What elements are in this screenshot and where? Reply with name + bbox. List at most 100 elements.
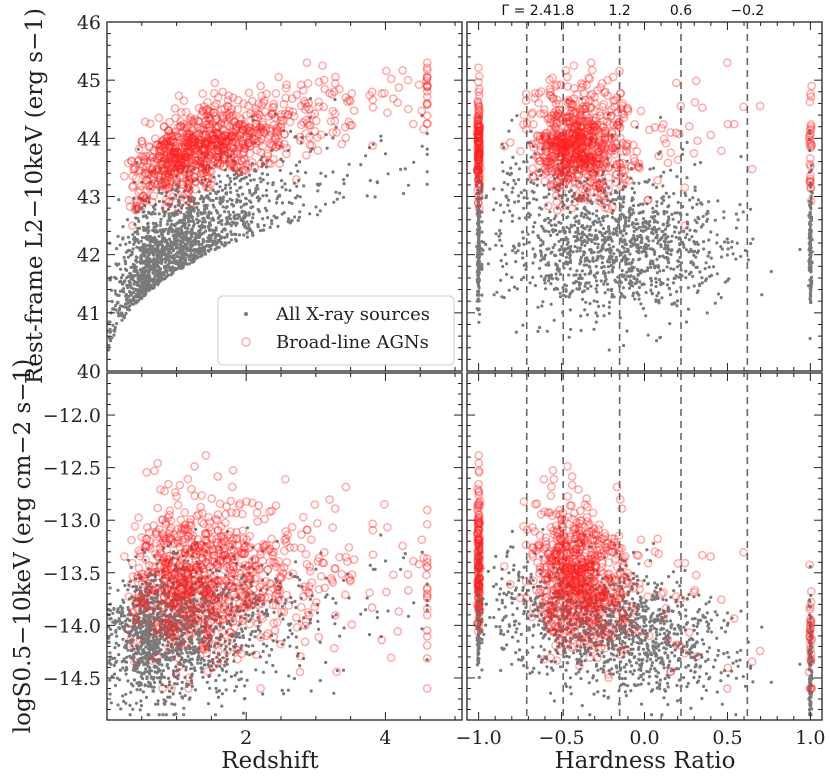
all-xray-source-point (121, 237, 125, 241)
all-xray-source-point (540, 304, 544, 308)
all-xray-source-point (647, 222, 651, 226)
all-xray-source-point (260, 161, 265, 166)
broad-line-agn-point (211, 148, 221, 158)
broad-line-agn-point (542, 132, 552, 142)
all-xray-source-point (618, 316, 622, 320)
broad-line-agn-point (211, 128, 221, 138)
all-xray-source-point (308, 115, 312, 119)
broad-line-agn-point (208, 149, 217, 158)
all-xray-source-point (211, 188, 215, 192)
all-xray-source-point (174, 252, 178, 256)
all-xray-source-point (633, 297, 637, 301)
broad-line-agn-point (191, 155, 200, 165)
all-xray-source-point (809, 168, 814, 172)
all-xray-source-point (676, 259, 681, 264)
broad-line-agn-point (168, 159, 178, 169)
all-xray-source-point (179, 245, 183, 249)
broad-line-agn-point (173, 149, 183, 159)
all-xray-source-point (666, 248, 670, 252)
all-xray-source-point (264, 165, 269, 169)
all-xray-source-point (610, 135, 615, 139)
broad-line-agn-point (138, 162, 148, 172)
all-xray-source-point (223, 227, 227, 231)
broad-line-agn-point (211, 115, 221, 124)
broad-line-agn-point (257, 134, 266, 144)
all-xray-source-point (500, 160, 504, 164)
all-xray-source-point (670, 212, 674, 216)
all-xray-source-point (513, 200, 517, 204)
broad-line-agn-point (544, 157, 554, 167)
all-xray-source-point (560, 200, 565, 204)
all-xray-source-point (605, 198, 610, 203)
broad-line-agn-point (653, 176, 663, 185)
broad-line-agn-point (475, 126, 485, 136)
broad-line-agn-point (558, 180, 568, 190)
broad-line-agn-point (226, 108, 235, 117)
all-xray-source-point (558, 259, 562, 263)
all-xray-source-point (136, 226, 140, 230)
broad-line-agn-point (247, 96, 257, 106)
broad-line-agn-point (168, 135, 177, 145)
all-xray-source-point (697, 217, 701, 221)
broad-line-agn-point (229, 149, 239, 159)
all-xray-source-point (132, 263, 137, 267)
all-xray-source-point (684, 269, 688, 273)
broad-line-agn-point (557, 141, 567, 150)
broad-line-agn-point (521, 125, 531, 134)
all-xray-source-point (705, 219, 709, 223)
all-xray-source-point (141, 198, 145, 203)
all-xray-source-point (685, 232, 689, 236)
all-xray-source-point (602, 304, 606, 308)
all-xray-source-point (144, 276, 148, 280)
all-xray-source-point (133, 205, 137, 209)
all-xray-source-point (184, 261, 188, 265)
all-xray-source-point (212, 175, 216, 179)
all-xray-source-point (607, 229, 611, 233)
all-xray-source-point (182, 196, 186, 200)
all-xray-source-point (541, 300, 545, 304)
broad-line-agn-point (575, 105, 585, 114)
all-xray-source-point (220, 235, 224, 239)
all-xray-source-point (116, 301, 120, 305)
broad-line-agn-point (183, 180, 193, 190)
all-xray-source-point (264, 188, 269, 192)
all-xray-source-point (719, 245, 723, 249)
broad-line-agn-point (216, 142, 226, 152)
broad-line-agn-point (312, 133, 322, 142)
all-xray-source-point (195, 178, 199, 182)
broad-line-agn-point (218, 114, 228, 124)
broad-line-agn-point (589, 122, 599, 131)
broad-line-agn-point (614, 121, 624, 131)
broad-line-agn-point (196, 156, 206, 166)
broad-line-agn-point (581, 154, 590, 163)
all-xray-source-point (517, 178, 521, 182)
all-xray-source-point (682, 245, 686, 249)
all-xray-source-point (625, 159, 629, 163)
all-xray-source-point (685, 140, 689, 144)
all-xray-source-point (302, 184, 306, 188)
all-xray-source-point (265, 159, 269, 163)
all-xray-source-point (631, 221, 635, 225)
all-xray-source-point (651, 239, 655, 243)
broad-line-agn-point (174, 91, 184, 101)
broad-line-agn-point (474, 102, 484, 111)
all-xray-source-point (540, 207, 544, 211)
broad-line-agn-point (270, 132, 280, 142)
all-xray-source-point (580, 224, 585, 228)
broad-line-agn-point (298, 117, 308, 127)
all-xray-source-point (286, 148, 290, 152)
broad-line-agn-point (171, 180, 181, 190)
broad-line-agn-point (153, 171, 163, 181)
broad-line-agn-point (153, 171, 163, 181)
broad-line-agn-point (587, 156, 596, 166)
broad-line-agn-point (148, 181, 157, 191)
all-xray-source-point (691, 196, 695, 200)
broad-line-agn-point (542, 166, 552, 176)
all-xray-source-point (524, 267, 528, 272)
broad-line-agn-point (473, 96, 482, 106)
broad-line-agn-point (603, 75, 613, 85)
all-xray-source-point (532, 181, 536, 186)
broad-line-agn-point (218, 162, 228, 171)
broad-line-agn-point (134, 165, 143, 175)
all-xray-source-point (607, 300, 612, 304)
